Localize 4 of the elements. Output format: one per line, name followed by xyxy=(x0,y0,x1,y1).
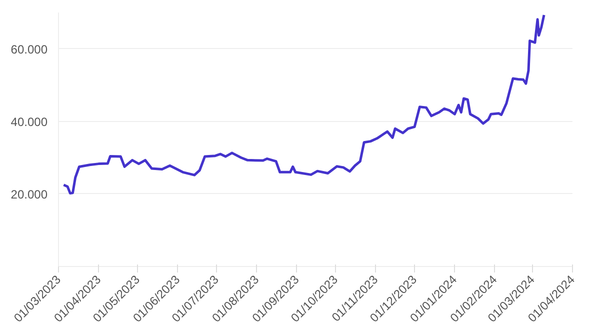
y-tick-label: 60.000 xyxy=(10,42,48,56)
y-tick-label: 20.000 xyxy=(10,187,48,202)
y-tick-label: 40.000 xyxy=(10,114,48,129)
line-series xyxy=(62,14,546,194)
